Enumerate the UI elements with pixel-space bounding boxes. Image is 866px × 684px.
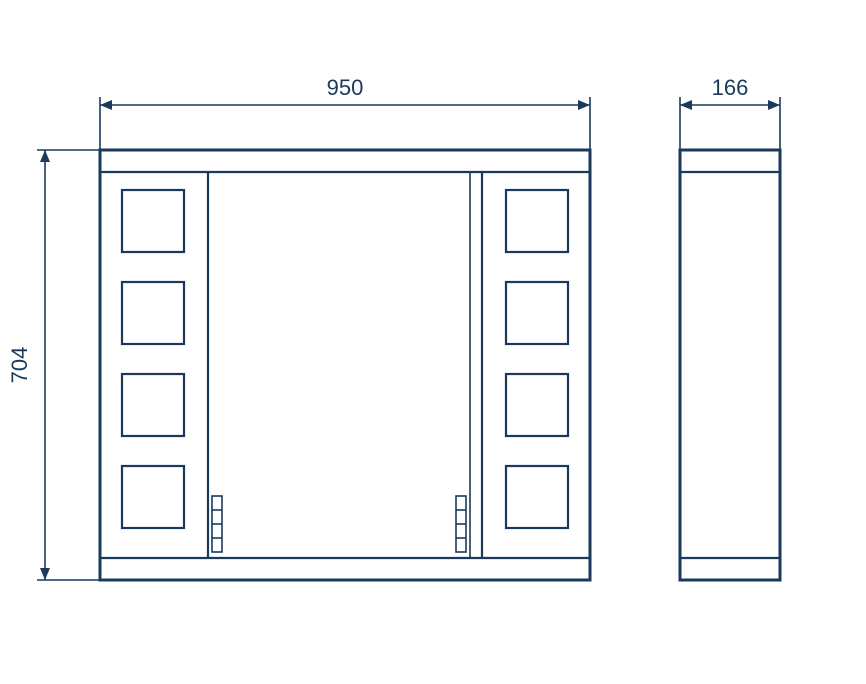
technical-drawing: 950 166 704 [0,0,866,684]
dimension-width-label: 950 [327,75,364,100]
panel-square [122,466,184,528]
panel-square [122,190,184,252]
panel-square [506,190,568,252]
side-view [680,150,780,580]
panel-square [122,374,184,436]
dimension-height-label: 704 [7,347,32,384]
dimension-depth-label: 166 [712,75,749,100]
panel-square [506,374,568,436]
panel-square [506,466,568,528]
panel-square [506,282,568,344]
front-view [100,150,590,580]
panel-square [122,282,184,344]
